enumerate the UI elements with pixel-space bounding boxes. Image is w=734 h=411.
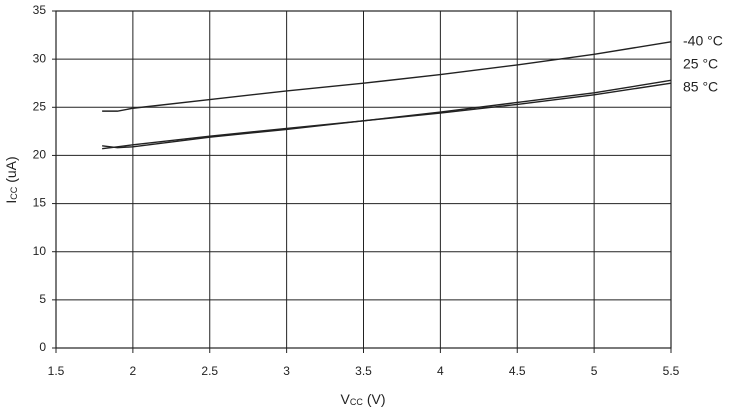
series-line: [102, 82, 672, 149]
plot-frame: [55, 10, 672, 349]
x-tick-label: 5.5: [663, 364, 680, 378]
y-tick-label: 0: [39, 340, 46, 354]
x-axis-label: VCC (V): [340, 391, 385, 408]
x-tick-label: 1.5: [48, 364, 65, 378]
x-tick-label: 2: [130, 364, 137, 378]
y-label-unit: (uA): [3, 156, 19, 182]
x-tick-label: 4.5: [509, 364, 526, 378]
y-tick-label: 20: [33, 148, 47, 162]
y-tick-label: 25: [33, 99, 47, 113]
series-label: -40 °C: [683, 33, 723, 49]
y-axis-label: ICC (uA): [3, 156, 20, 203]
x-tick-label: 3.5: [355, 364, 372, 378]
series-line: [102, 41, 672, 112]
x-tick-label: 3: [283, 364, 290, 378]
series-label: 25 °C: [683, 56, 718, 72]
series-line: [102, 79, 672, 150]
x-tick-label: 4: [437, 364, 444, 378]
y-tick-label: 15: [33, 196, 47, 210]
x-tick-label: 5: [591, 364, 598, 378]
x-label-unit: (V): [367, 391, 386, 407]
y-tick-label: 10: [33, 244, 47, 258]
y-label-main: I: [3, 200, 19, 204]
x-label-main: V: [340, 391, 350, 407]
y-tick-label: 5: [39, 292, 46, 306]
series-label: 85 °C: [683, 79, 718, 95]
y-label-sub: CC: [9, 186, 19, 199]
y-tick-label: 30: [33, 51, 47, 65]
x-label-sub: CC: [350, 397, 363, 407]
y-tick-label: 35: [33, 3, 47, 17]
x-tick-label: 2.5: [201, 364, 218, 378]
